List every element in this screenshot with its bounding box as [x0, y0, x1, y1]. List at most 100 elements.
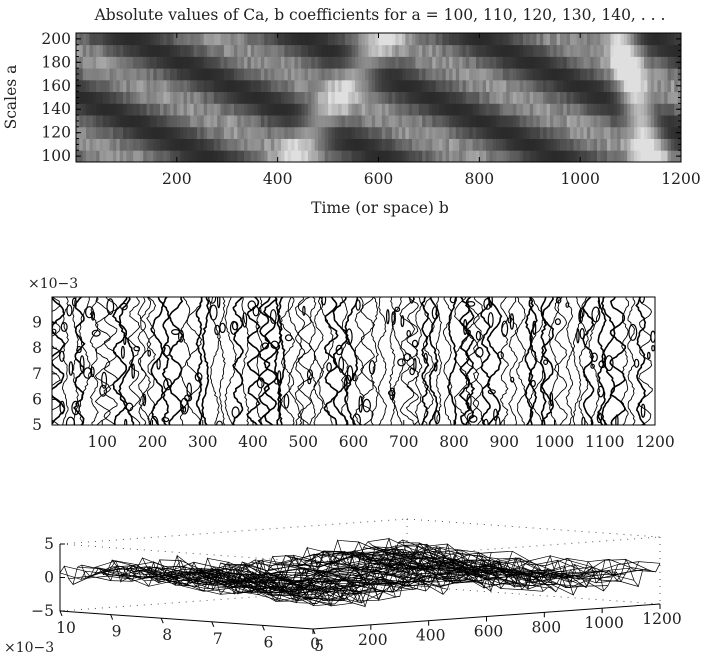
- contour-loop: [217, 297, 221, 309]
- y-tick-label: 160: [41, 77, 71, 95]
- heat-cell: [79, 91, 84, 104]
- heat-cell: [660, 150, 665, 163]
- heat-cell: [203, 79, 208, 93]
- heat-cell: [600, 91, 605, 104]
- heat-cell: [657, 103, 662, 116]
- heat-cell: [146, 126, 151, 139]
- heat-cell: [415, 68, 420, 81]
- heat-cell: [566, 44, 571, 57]
- heat-cell: [213, 91, 218, 104]
- heat-cell: [647, 115, 652, 128]
- heat-cell: [371, 79, 376, 93]
- heat-cell: [203, 33, 208, 46]
- heat-cell: [375, 138, 379, 151]
- heat-cell: [560, 56, 564, 69]
- contour-line: [472, 297, 484, 425]
- y-tick-label: 100: [41, 147, 71, 165]
- x-tick-label: 200: [138, 433, 168, 451]
- heat-cell: [109, 44, 114, 57]
- heat-cell: [274, 150, 279, 163]
- heat-cell: [129, 126, 134, 139]
- heat-cell: [82, 138, 87, 151]
- heat-cell: [590, 103, 595, 116]
- contour-loop: [449, 297, 457, 304]
- contour-loop: [79, 355, 85, 373]
- heat-cell: [163, 56, 168, 69]
- heat-cell: [207, 91, 211, 104]
- heat-cell: [86, 56, 90, 69]
- heat-cell: [422, 91, 426, 104]
- heat-cell: [445, 33, 450, 46]
- contour-loop: [125, 402, 134, 412]
- contour-line: [548, 297, 560, 425]
- heat-cell: [422, 150, 426, 163]
- heat-cell: [324, 115, 329, 128]
- heat-cell: [553, 56, 558, 69]
- heat-cell: [375, 56, 379, 69]
- heat-cell: [86, 79, 90, 93]
- heat-cell: [536, 150, 541, 163]
- heat-cell: [126, 44, 131, 57]
- heat-cell: [425, 150, 430, 163]
- contour-line: [453, 297, 469, 425]
- contour-loop: [615, 414, 619, 425]
- heat-cell: [415, 33, 420, 46]
- heat-cell: [633, 33, 638, 46]
- heat-cell: [136, 33, 141, 46]
- heat-cell: [654, 115, 658, 128]
- heat-cell: [314, 150, 319, 163]
- heat-cell: [203, 126, 208, 139]
- z-tick-label: 0: [44, 569, 54, 587]
- heat-cell: [244, 138, 248, 151]
- heat-cell: [391, 68, 396, 81]
- heat-cell: [442, 103, 447, 116]
- heat-cell: [318, 56, 322, 69]
- heat-cell: [304, 79, 309, 93]
- heat-cell: [257, 44, 262, 57]
- heat-cell: [475, 33, 480, 46]
- heat-cell: [123, 126, 127, 139]
- heat-cell: [86, 33, 90, 46]
- heat-cell: [304, 138, 309, 151]
- heat-cell: [193, 33, 198, 46]
- heat-cell: [277, 150, 282, 163]
- heat-cell: [603, 103, 608, 116]
- contour-line: [72, 297, 86, 425]
- heat-cell: [311, 44, 316, 57]
- heat-cell: [563, 103, 568, 116]
- heat-cell: [99, 126, 104, 139]
- heat-cell: [190, 33, 195, 46]
- heat-cell: [79, 33, 84, 46]
- heat-cell: [549, 79, 554, 93]
- y-tick-label: 8: [32, 339, 42, 357]
- heat-cell: [294, 150, 299, 163]
- heat-cell: [123, 103, 127, 116]
- heat-cell: [523, 103, 527, 116]
- heat-cell: [197, 150, 201, 163]
- heat-cell: [247, 115, 252, 128]
- contour-line: [465, 297, 480, 425]
- x-tick-label: 400: [238, 433, 268, 451]
- heat-cell: [203, 68, 208, 81]
- heat-cell: [425, 138, 430, 151]
- heat-cell: [139, 44, 144, 57]
- heat-cell: [560, 115, 564, 128]
- heat-cell: [593, 91, 598, 104]
- heat-cell: [509, 79, 514, 93]
- heat-cell: [294, 103, 299, 116]
- surface-panel: 50−510 9 8 7 6 50 200 400 600 800 1000 1200 ×10−3: [4, 518, 682, 656]
- heat-cell: [670, 68, 675, 81]
- contour-loop: [229, 320, 238, 335]
- heat-cell: [149, 91, 154, 104]
- heat-cell: [519, 103, 524, 116]
- heat-cell: [186, 103, 191, 116]
- heat-cell: [79, 103, 84, 116]
- heat-cell: [472, 138, 477, 151]
- heat-cell: [220, 138, 225, 151]
- heat-cell: [449, 56, 453, 69]
- heat-cell: [351, 150, 356, 163]
- heat-cell: [351, 33, 356, 46]
- heat-cell: [126, 33, 131, 46]
- heat-cell: [207, 33, 211, 46]
- heat-cell: [486, 91, 490, 104]
